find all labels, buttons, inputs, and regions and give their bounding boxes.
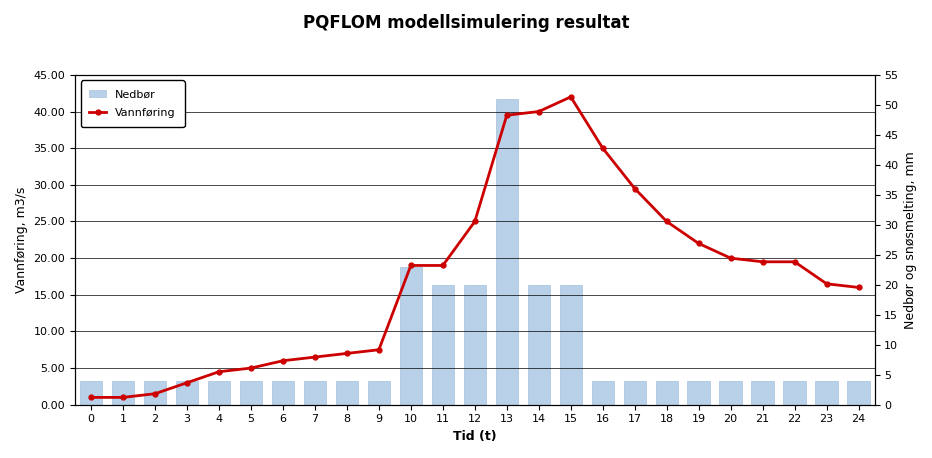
Bar [655, 381, 678, 405]
Bar [176, 381, 199, 405]
Bar [80, 381, 103, 405]
Bar [336, 381, 358, 405]
Bar [496, 99, 518, 405]
Bar [784, 381, 806, 405]
Bar [751, 381, 774, 405]
Bar [624, 381, 646, 405]
Bar [559, 285, 582, 405]
Bar [720, 381, 742, 405]
Bar [688, 381, 710, 405]
Bar [367, 381, 391, 405]
Bar [144, 381, 166, 405]
Bar [463, 285, 486, 405]
Bar [208, 381, 230, 405]
Text: PQFLOM modellsimulering resultat: PQFLOM modellsimulering resultat [303, 14, 629, 32]
Bar [304, 381, 326, 405]
Bar [432, 285, 454, 405]
Bar [240, 381, 262, 405]
Y-axis label: Nedbør og snøsmelting, mm: Nedbør og snøsmelting, mm [904, 151, 917, 329]
Bar [112, 381, 134, 405]
Bar [847, 381, 870, 405]
Bar [592, 381, 614, 405]
Bar [272, 381, 295, 405]
Y-axis label: Vannføring, m3/s: Vannføring, m3/s [15, 186, 28, 293]
Legend: Nedbør, Vannføring: Nedbør, Vannføring [80, 81, 185, 127]
Bar [816, 381, 838, 405]
Bar [400, 267, 422, 405]
X-axis label: Tid (t): Tid (t) [453, 430, 497, 443]
Bar [528, 285, 550, 405]
